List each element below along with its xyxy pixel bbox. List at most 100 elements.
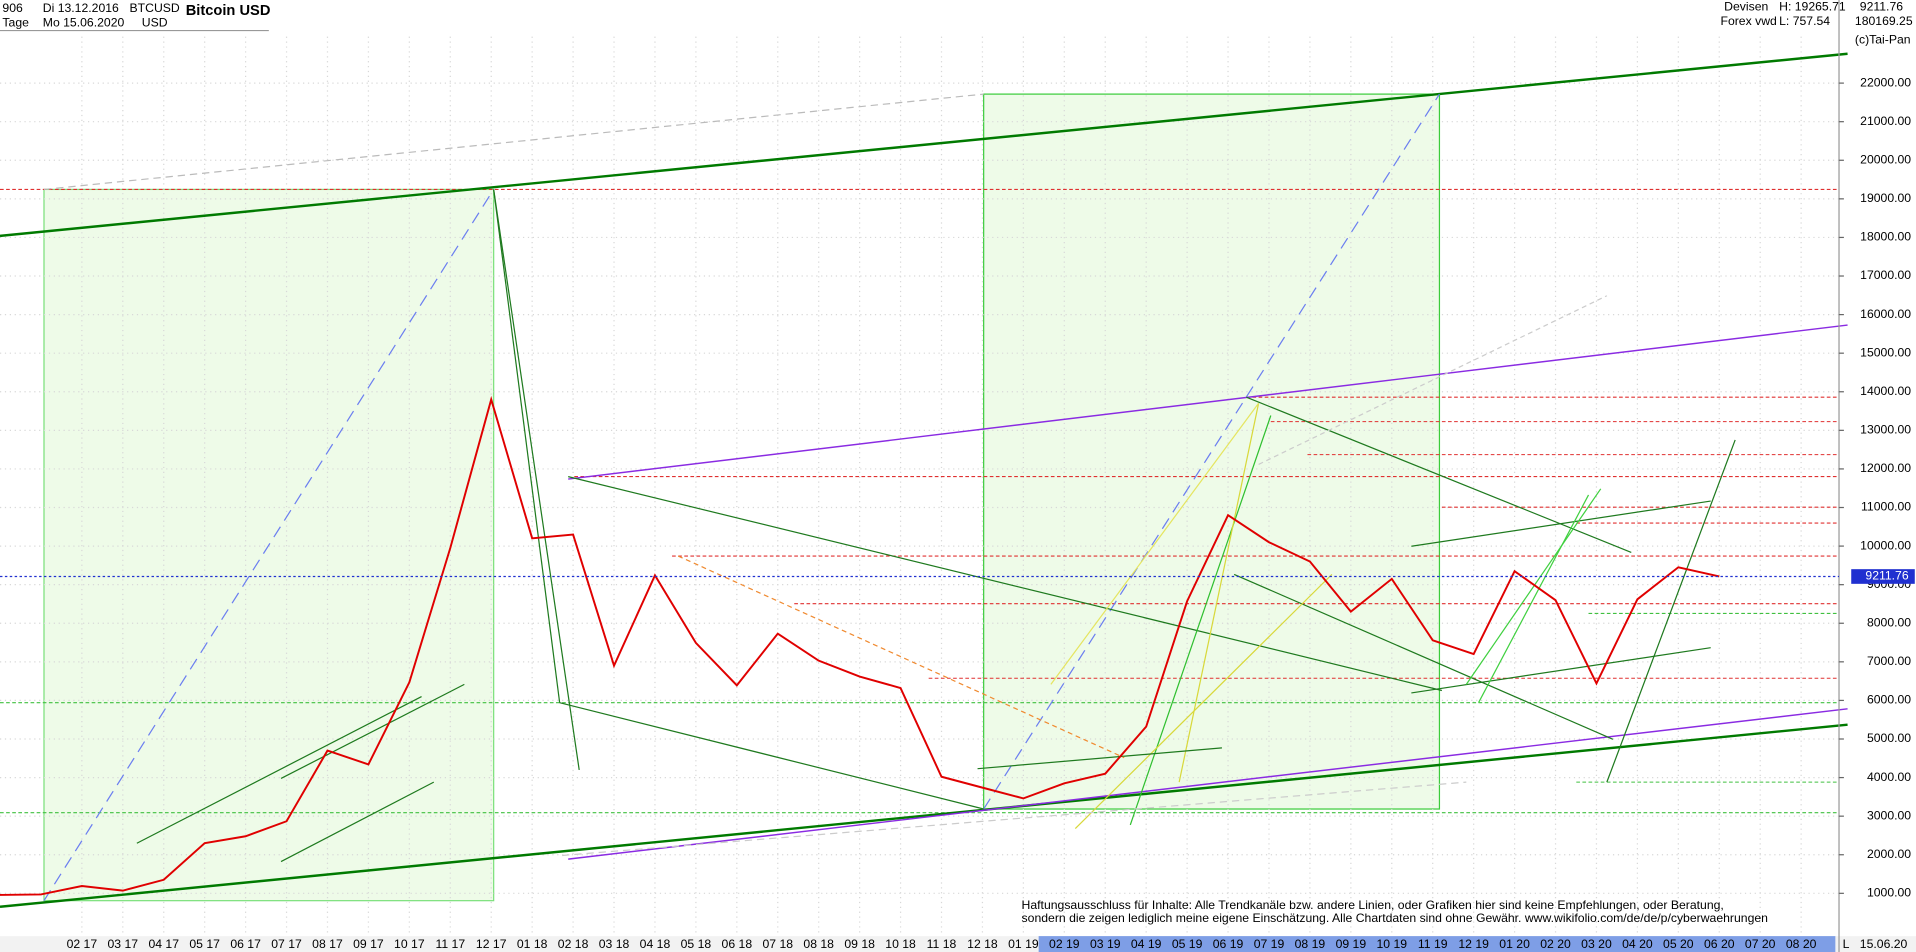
x-tick-label: 06 19	[1213, 937, 1244, 951]
y-tick-label: 22000.00	[1860, 75, 1911, 89]
trend-line	[983, 93, 1440, 810]
x-tick-label: 08 18	[803, 937, 834, 951]
x-tick-label: 10 18	[885, 937, 916, 951]
symbol: BTCUSD	[130, 1, 180, 15]
y-tick-label: 6000.00	[1867, 693, 1911, 707]
trend-line	[1258, 295, 1608, 465]
trend-line	[493, 189, 561, 703]
start-date: Di 13.12.2016	[43, 1, 119, 15]
y-tick-label: 12000.00	[1860, 461, 1911, 475]
y-tick-label: 4000.00	[1867, 770, 1911, 784]
trend-line	[677, 555, 1125, 759]
x-tick-label: 06 18	[722, 937, 753, 951]
x-tick-label: 05 17	[189, 937, 220, 951]
trend-line	[1411, 500, 1711, 547]
trend-line	[1465, 488, 1602, 685]
trend-line	[1246, 396, 1632, 553]
x-tick-label: 04 17	[148, 937, 179, 951]
x-tick-label: 05 20	[1663, 937, 1694, 951]
x-tick-label: 06 20	[1704, 937, 1735, 951]
source: Forex vwd	[1720, 14, 1777, 28]
x-tick-label: 03 17	[108, 937, 139, 951]
volume: 180169.25	[1855, 14, 1913, 28]
last-price-box	[1851, 569, 1915, 584]
y-tick-label: 8000.00	[1867, 615, 1911, 629]
x-tick-label: 10 19	[1377, 937, 1408, 951]
low: L: 757.54	[1779, 14, 1830, 28]
price-line	[0, 395, 1720, 896]
x-tick-label: 09 17	[353, 937, 384, 951]
y-tick-label: 18000.00	[1860, 230, 1911, 244]
trend-line	[136, 696, 422, 844]
disclaimer: sondern die zeigen lediglich meine eigen…	[1022, 911, 1768, 925]
trend-line	[1233, 573, 1614, 740]
x-tick-label: 01 19	[1008, 937, 1039, 951]
title: Bitcoin USD	[186, 3, 271, 19]
copyright: (c)Tai-Pan	[1855, 33, 1911, 47]
trend-line	[977, 747, 1222, 770]
x-tick-label: 08 19	[1295, 937, 1326, 951]
y-tick-label: 16000.00	[1860, 307, 1911, 321]
x-tick-label: 04 18	[640, 937, 671, 951]
x-tick-label: 09 18	[844, 937, 875, 951]
x-tick-label: 07 19	[1254, 937, 1285, 951]
period[interactable]: Tage	[2, 15, 29, 29]
x-tick-label: 02 19	[1049, 937, 1080, 951]
trend-line	[0, 723, 1848, 908]
y-tick-label: 11000.00	[1861, 500, 1911, 514]
trend-line	[568, 324, 1848, 480]
x-tick-label: 07 20	[1745, 937, 1776, 951]
x-tick-label: 07 18	[762, 937, 793, 951]
x-tick-label: 03 20	[1581, 937, 1612, 951]
y-tick-label: 3000.00	[1867, 808, 1911, 822]
header-bar	[0, 0, 1916, 31]
trend-line	[1129, 415, 1272, 826]
y-tick-label: 21000.00	[1860, 114, 1911, 128]
x-tick-label: 11 17	[435, 937, 465, 951]
y-tick-label: 13000.00	[1860, 423, 1911, 437]
last-price-label: 9211.76	[1865, 569, 1908, 583]
x-tick-label: 04 20	[1622, 937, 1653, 951]
trend-line	[559, 702, 984, 810]
y-tick-label: 10000.00	[1860, 538, 1911, 552]
trend-line	[1411, 647, 1711, 694]
trend-line	[493, 189, 580, 770]
x-tick-label: 11 19	[1418, 937, 1448, 951]
x-tick-label: 12 18	[967, 937, 998, 951]
x-tick-label: 05 18	[681, 937, 712, 951]
trend-line	[1478, 494, 1590, 703]
x-tick-label: 01 20	[1499, 937, 1530, 951]
trend-line	[280, 683, 465, 780]
y-tick-label: 7000.00	[1867, 654, 1911, 668]
x-axis-selection[interactable]	[1038, 936, 1836, 952]
x-tick-label: 01 18	[517, 937, 548, 951]
disclaimer: Haftungsausschluss für Inhalte: Alle Tre…	[1022, 898, 1724, 912]
y-tick-label: 2000.00	[1867, 847, 1911, 861]
trend-line	[562, 781, 1467, 857]
y-tick-label: 14000.00	[1860, 384, 1911, 398]
x-tick-label: 08 17	[312, 937, 343, 951]
y-tick-label: 1000.00	[1867, 886, 1911, 900]
x-tick-label: 04 19	[1131, 937, 1162, 951]
trend-line	[568, 708, 1848, 860]
trend-line	[1178, 403, 1260, 783]
x-tick-label: 12 19	[1458, 937, 1489, 951]
trend-line	[280, 781, 435, 863]
trendlines	[0, 52, 1848, 908]
market: Devisen	[1724, 0, 1768, 14]
axis-corner[interactable]: L	[1843, 937, 1850, 951]
x-tick-label: 03 19	[1090, 937, 1121, 951]
trend-line	[1074, 573, 1333, 830]
x-tick-label: 02 20	[1540, 937, 1571, 951]
x-tick-label: 05 19	[1172, 937, 1203, 951]
count[interactable]: 906	[2, 1, 23, 15]
trend-line	[1606, 439, 1736, 783]
trend-line	[0, 52, 1848, 238]
last-price: 9211.76	[1860, 0, 1903, 14]
currency: USD	[142, 15, 168, 29]
x-tick-label: 07 17	[271, 937, 302, 951]
x-tick-label: 10 17	[394, 937, 425, 951]
x-tick-label: 02 17	[67, 937, 98, 951]
